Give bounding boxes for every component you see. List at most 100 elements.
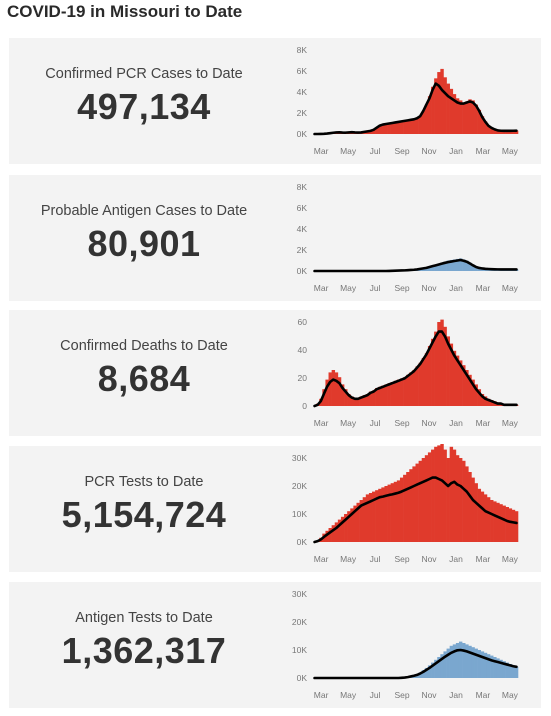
bar <box>424 353 429 406</box>
x-tick-label: Sep <box>394 146 409 156</box>
bar <box>449 88 454 134</box>
bar <box>347 394 351 406</box>
bar <box>462 259 466 271</box>
bar <box>505 507 509 542</box>
bar <box>424 104 429 134</box>
bar <box>490 500 494 542</box>
bar <box>403 377 407 406</box>
bar <box>477 650 482 678</box>
bar <box>502 130 506 134</box>
bar <box>474 648 478 678</box>
metric-pcr-cases: Confirmed PCR Cases to Date 497,134 <box>9 66 279 128</box>
bar <box>483 121 488 134</box>
bar <box>443 449 447 542</box>
bar <box>396 121 401 134</box>
y-tick-label: 20 <box>298 373 308 383</box>
y-tick-label: 0K <box>297 537 308 547</box>
bar <box>353 397 357 406</box>
x-tick-label: Mar <box>476 418 491 428</box>
bar <box>446 336 450 406</box>
bar <box>437 657 441 678</box>
bar <box>455 455 460 542</box>
bar <box>353 505 357 542</box>
y-tick-label: 30K <box>292 589 307 599</box>
metric-value: 1,362,317 <box>61 630 227 671</box>
x-tick-label: Mar <box>476 146 491 156</box>
metric-deaths: Confirmed Deaths to Date 8,684 <box>9 338 279 400</box>
bar <box>344 389 348 406</box>
sparkline-pcr-tests: 30K 20K 10K 0K Mar May Jul Sep Nov Jan Mar May <box>292 444 519 564</box>
bar <box>446 648 450 678</box>
bar <box>437 263 441 271</box>
trend-line <box>313 258 518 273</box>
bar <box>477 389 482 406</box>
bar <box>437 322 441 406</box>
bar <box>465 101 469 134</box>
bar <box>403 120 407 135</box>
bar <box>499 659 503 678</box>
bar <box>493 657 497 678</box>
bar <box>393 481 398 542</box>
bar <box>418 672 423 678</box>
x-tick-label: May <box>502 554 519 564</box>
metric-antigen-cases: Probable Antigen Cases to Date 80,901 <box>9 203 279 265</box>
bar <box>427 266 432 271</box>
bar <box>471 379 475 406</box>
y-tick-label: 40 <box>298 345 308 355</box>
x-tick-label: May <box>502 690 519 700</box>
bar <box>452 94 457 134</box>
x-tick-label: Mar <box>476 554 491 564</box>
bar <box>440 68 444 134</box>
bar <box>474 104 478 134</box>
x-tick-label: May <box>340 146 357 156</box>
bar <box>421 268 426 272</box>
bar <box>399 378 404 406</box>
bar <box>412 119 416 134</box>
x-tick-label: Mar <box>314 418 329 428</box>
bar <box>368 130 373 134</box>
x-tick-label: May <box>502 283 519 293</box>
bar <box>514 511 519 542</box>
bar <box>340 516 345 542</box>
bar <box>452 350 457 406</box>
x-tick-label: Mar <box>314 554 329 564</box>
metric-value: 8,684 <box>97 358 191 399</box>
bar <box>384 124 388 134</box>
bar <box>480 651 485 678</box>
bar <box>378 125 382 134</box>
bar <box>347 511 351 542</box>
sparkline-pcr-cases: 8K 6K 4K 2K 0K Mar May Jul Sep Nov Jan Mar May <box>297 45 519 156</box>
x-tick-label: Jul <box>370 554 381 564</box>
bar <box>486 497 491 542</box>
bar <box>328 528 332 542</box>
bar <box>412 370 416 406</box>
bar <box>437 445 441 542</box>
bar <box>384 486 388 542</box>
metric-value: 497,134 <box>77 86 211 127</box>
y-tick-label: 0K <box>297 129 308 139</box>
bar <box>483 494 488 542</box>
bar <box>452 449 457 542</box>
bar <box>468 99 472 134</box>
bar <box>396 379 401 406</box>
bar <box>458 258 463 271</box>
bar <box>393 380 398 406</box>
bar <box>465 370 469 406</box>
bar <box>490 655 494 678</box>
bar <box>471 647 475 678</box>
bar <box>465 466 469 542</box>
bar <box>499 130 503 134</box>
bar <box>375 490 379 542</box>
x-tick-label: May <box>340 283 357 293</box>
bar <box>427 346 432 406</box>
y-tick-label: 0 <box>302 401 307 411</box>
trend-line <box>313 476 518 544</box>
bar <box>490 400 494 406</box>
bar <box>421 670 426 678</box>
bar <box>474 483 478 542</box>
bar <box>446 458 450 542</box>
bar <box>477 488 482 542</box>
bar <box>325 379 329 406</box>
bar <box>499 504 503 542</box>
bar <box>483 652 488 678</box>
